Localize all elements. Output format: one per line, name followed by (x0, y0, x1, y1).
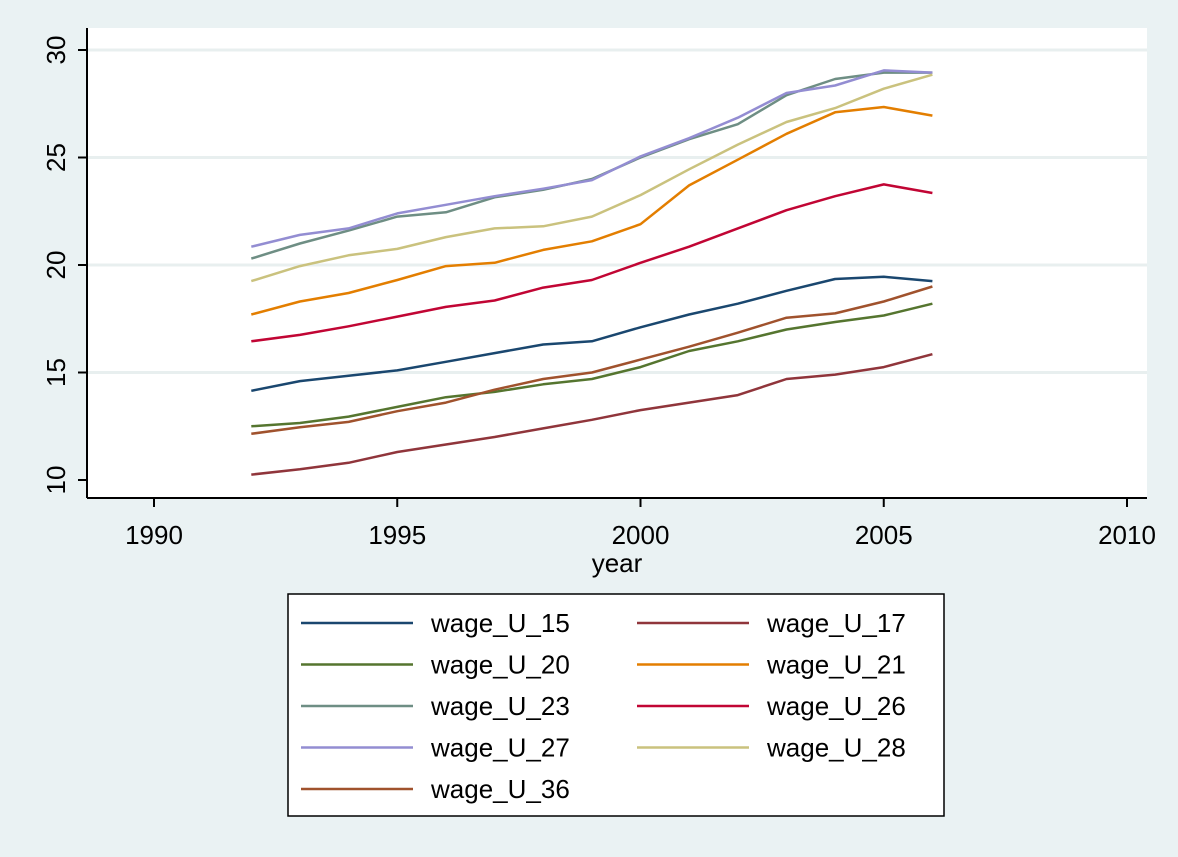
legend: wage_U_15 wage_U_17 wage_U_20 wage_U_21wage… (287, 593, 945, 817)
legend-label: wage_U_27 (430, 733, 570, 763)
y-tick-label: 30 (41, 36, 71, 65)
legend-label: wage_U_20 (430, 650, 570, 680)
axes (86, 28, 1147, 499)
y-tick-label: 15 (41, 358, 71, 387)
series-line-wage-u-26 (251, 183, 933, 343)
legend-label: wage_U_26 (766, 691, 906, 721)
x-tick-label: 2000 (612, 520, 670, 550)
series-line-wage-u-28 (250, 73, 933, 283)
x-ticks: 1990 1995 2000 2005 2010 (125, 498, 1156, 550)
legend-label: wage_U_28 (766, 733, 906, 763)
series-line-wage-u-36 (251, 285, 933, 436)
y-tick-label: 25 (41, 143, 71, 172)
x-tick-label: 2010 (1098, 520, 1156, 550)
legend-label: wage_U_36 (430, 774, 570, 804)
x-tick-label: 1990 (125, 520, 183, 550)
legend-label: wage_U_17 (766, 608, 906, 638)
y-ticks: 10 15 20 25 30 (41, 36, 87, 495)
x-axis-title: year (592, 548, 643, 578)
x-tick-label: 1995 (368, 520, 426, 550)
series-line-wage-u-15 (251, 275, 933, 393)
legend-label: wage_U_15 (430, 608, 570, 638)
y-tick-label: 20 (41, 251, 71, 280)
plot-region-background (87, 28, 1147, 498)
legend-label: wage_U_21 (766, 650, 906, 680)
y-tick-label: 10 (41, 466, 71, 495)
legend-label: wage_U_23 (430, 691, 570, 721)
series-line-wage-u-17 (251, 352, 933, 476)
series-lines (250, 69, 933, 476)
x-tick-label: 2005 (855, 520, 913, 550)
series-line-wage-u-20 (251, 302, 933, 428)
series-line-wage-u-21 (250, 105, 933, 316)
series-line-wage-u-27 (251, 69, 933, 248)
